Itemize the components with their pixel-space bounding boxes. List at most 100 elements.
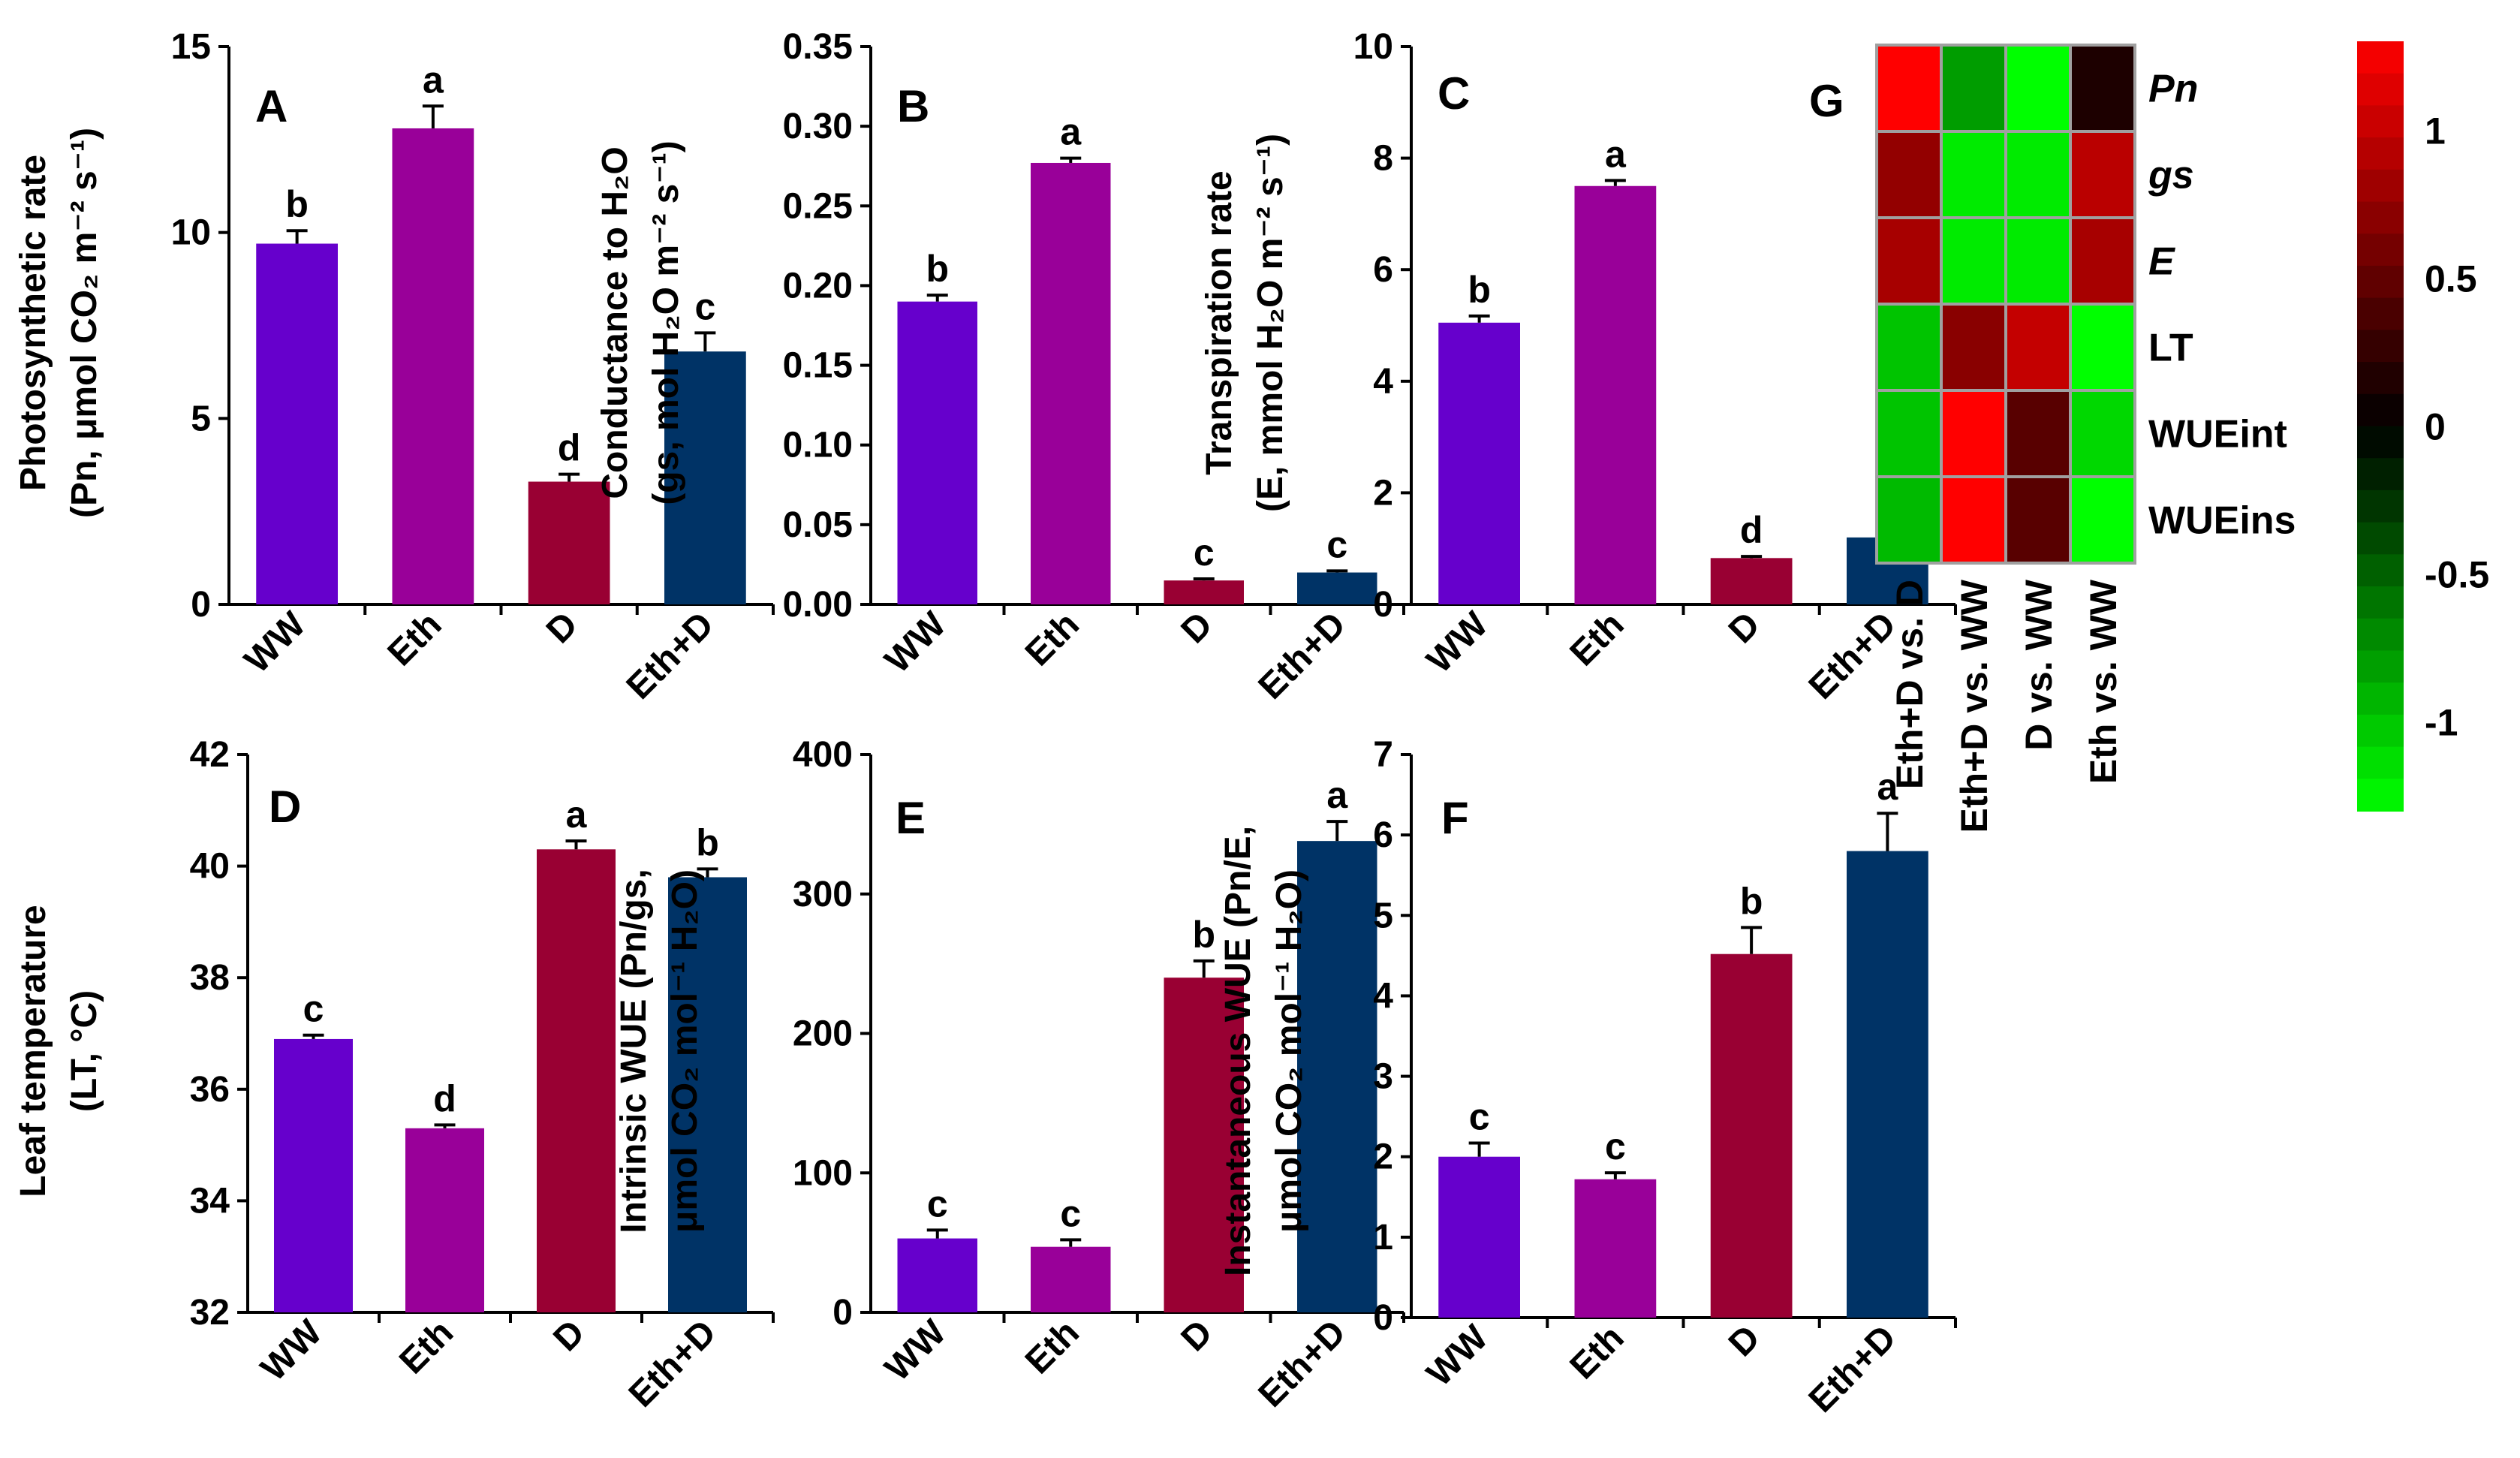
bar-e-eth bbox=[1031, 1246, 1111, 1312]
y-tick-label: 4 bbox=[1373, 362, 1393, 402]
heatmap-row-label: LT bbox=[2148, 327, 2193, 370]
bar-e-eth-plus-d bbox=[1297, 841, 1377, 1312]
significance-letter: c bbox=[1194, 532, 1215, 574]
y-tick-label: 0.00 bbox=[783, 585, 853, 625]
category-label: Eth+D bbox=[1802, 1318, 1904, 1420]
bar-d-ww bbox=[274, 1038, 353, 1312]
y-tick-label: 6 bbox=[1373, 250, 1393, 290]
color-scale-step bbox=[2357, 105, 2404, 139]
category-label: D bbox=[1174, 1312, 1221, 1359]
heatmap-row-label: gs bbox=[2148, 154, 2194, 197]
bar-e-ww bbox=[897, 1238, 977, 1312]
y-axis-label-b-line2: (gs, mol H₂O m⁻² s⁻¹) bbox=[646, 140, 686, 505]
y-tick-label: 0.10 bbox=[783, 426, 853, 465]
y-tick-label: 0 bbox=[832, 1293, 853, 1333]
category-label: D bbox=[1721, 1318, 1768, 1364]
heatmap-column-label: Eth vs. WW bbox=[2082, 579, 2124, 784]
heatmap-cell bbox=[1940, 130, 2007, 219]
color-scale-step bbox=[2357, 362, 2404, 395]
bar-e-d bbox=[1164, 978, 1244, 1312]
y-axis-label-a-line2: (Pn, μmol CO₂ m⁻² s⁻¹) bbox=[65, 128, 104, 518]
color-scale-step bbox=[2357, 714, 2404, 748]
significance-letter: c bbox=[1469, 1096, 1490, 1138]
significance-letter: b bbox=[696, 821, 719, 863]
chart-panel-b: B Conductance to H₂O (gs, mol H₂O m⁻² s⁻… bbox=[595, 27, 1405, 707]
y-tick-label: 0.35 bbox=[783, 27, 853, 67]
category-label: Eth bbox=[392, 1312, 461, 1381]
y-tick-label: 0.05 bbox=[783, 505, 853, 545]
heatmap-row-label: WUEins bbox=[2148, 499, 2296, 543]
category-label: D bbox=[1174, 604, 1221, 651]
heatmap-cell bbox=[2069, 303, 2136, 392]
y-tick-label: 0 bbox=[1373, 585, 1393, 625]
significance-letter: b bbox=[285, 183, 309, 225]
color-scale-step bbox=[2357, 41, 2404, 74]
significance-letter: b bbox=[1192, 914, 1215, 956]
category-label: Eth+D bbox=[619, 604, 721, 706]
y-tick-label: 300 bbox=[793, 875, 853, 914]
panel-label-f: F bbox=[1441, 793, 1469, 843]
color-scale-step bbox=[2357, 265, 2404, 299]
bar-f-eth bbox=[1574, 1179, 1657, 1318]
color-scale-step bbox=[2357, 682, 2404, 715]
category-label: WW bbox=[878, 1312, 954, 1389]
significance-letter: b bbox=[926, 248, 949, 290]
y-axis-label-c-line2: (E, mmol H₂O m⁻² s⁻¹) bbox=[1251, 134, 1290, 512]
significance-letter: a bbox=[1605, 133, 1627, 175]
heatmap-cell bbox=[2004, 216, 2072, 306]
y-tick-label: 15 bbox=[171, 27, 211, 67]
y-tick-label: 2 bbox=[1373, 1137, 1393, 1177]
category-label: WW bbox=[1420, 604, 1496, 681]
bar-b-d bbox=[1164, 580, 1244, 604]
heatmap-cell bbox=[1940, 216, 2007, 306]
heatmap-cell bbox=[2004, 303, 2072, 392]
heatmap-cell bbox=[1875, 130, 1943, 219]
significance-letter: d bbox=[1740, 509, 1763, 551]
color-scale-step bbox=[2357, 297, 2404, 331]
color-scale-step bbox=[2357, 586, 2404, 619]
heatmap-cell bbox=[1940, 303, 2007, 392]
y-axis-label-c-line1: Transpiration rate bbox=[1200, 170, 1239, 474]
color-scale-step bbox=[2357, 73, 2404, 107]
bar-f-eth-plus-d bbox=[1847, 851, 1928, 1318]
bar-b-ww bbox=[897, 301, 977, 604]
y-axis-label-d-line2: (LT, °C) bbox=[65, 990, 104, 1112]
y-tick-label: 1 bbox=[1373, 1218, 1393, 1258]
panel-label-g: G bbox=[1809, 76, 1844, 126]
y-axis-label-f-line1: Instantaneous WUE (Pn/E, bbox=[1218, 826, 1258, 1276]
y-tick-label: 0.30 bbox=[783, 107, 853, 146]
category-label: D bbox=[546, 1312, 592, 1359]
y-tick-label: 34 bbox=[190, 1181, 230, 1221]
category-label: WW bbox=[237, 604, 314, 681]
panel-label-d: D bbox=[269, 782, 301, 832]
y-tick-label: 200 bbox=[793, 1014, 853, 1054]
heatmap-cell bbox=[2069, 389, 2136, 478]
y-tick-label: 3 bbox=[1373, 1057, 1393, 1097]
category-label: Eth+D bbox=[1251, 604, 1353, 706]
bar-b-eth bbox=[1031, 162, 1111, 604]
color-scale-step bbox=[2357, 137, 2404, 170]
significance-letter: c bbox=[694, 285, 715, 327]
heatmap-cell bbox=[1875, 303, 1943, 392]
heatmap-cell bbox=[1875, 216, 1943, 306]
y-tick-label: 0.20 bbox=[783, 266, 853, 306]
y-tick-label: 42 bbox=[190, 735, 230, 775]
category-label: Eth bbox=[380, 604, 449, 673]
category-label: Eth+D bbox=[622, 1312, 724, 1414]
y-axis-label-e-line2: μmol CO₂ mol⁻¹ H₂O) bbox=[665, 869, 705, 1233]
heatmap-row-label: WUEint bbox=[2148, 413, 2287, 456]
y-tick-label: 5 bbox=[1373, 896, 1393, 935]
color-scale-tick-label: -1 bbox=[2425, 702, 2458, 744]
heatmap-cell bbox=[2069, 475, 2136, 565]
heatmap-column-label: Eth+D vs. WW bbox=[1953, 579, 1995, 833]
significance-letter: d bbox=[433, 1077, 456, 1119]
chart-panel-g: G Pn gs E LT WUEint WUEins Eth+D vs. D Eth+D vs… bbox=[1809, 41, 2489, 833]
color-scale-step bbox=[2357, 169, 2404, 203]
y-tick-label: 8 bbox=[1373, 139, 1393, 179]
significance-letter: c bbox=[1605, 1125, 1626, 1167]
heatmap-cell bbox=[2004, 475, 2072, 565]
category-label: WW bbox=[1420, 1318, 1496, 1394]
significance-letter: a bbox=[423, 59, 444, 101]
color-scale-step bbox=[2357, 458, 2404, 491]
